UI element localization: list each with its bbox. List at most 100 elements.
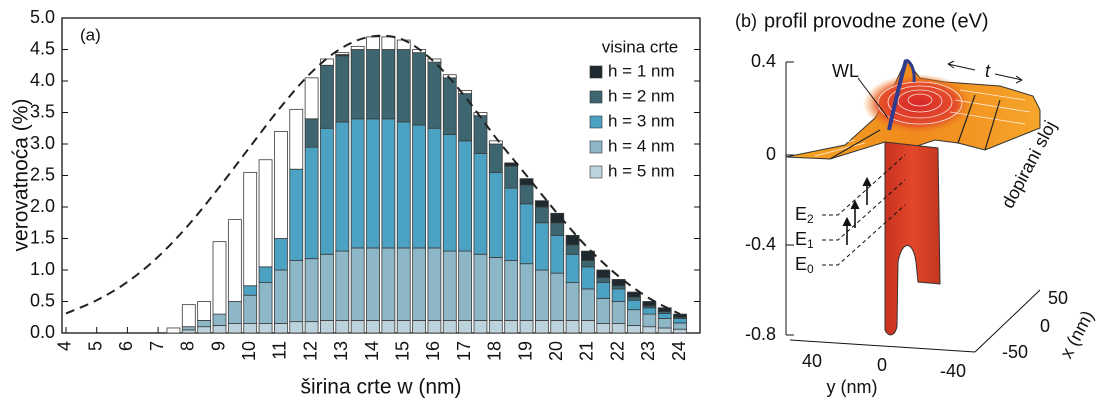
x-tick-label: 21 <box>577 341 597 361</box>
energy-level-label: E0 <box>795 254 814 276</box>
bar-segment <box>335 52 350 55</box>
bar-segment <box>396 121 411 249</box>
bar-segment <box>458 140 473 252</box>
bar-segment <box>581 260 595 268</box>
energy-index: 0 <box>807 262 814 276</box>
bar-segment <box>212 313 227 326</box>
bar-segment <box>442 77 457 135</box>
bar-segment <box>274 238 288 271</box>
bar-segment <box>258 159 273 268</box>
bar-segment <box>611 288 626 302</box>
panel-b: (b) profil provodne zone (eV) 0.4 0 -0.4… <box>735 10 1096 396</box>
bar-segment <box>673 322 687 330</box>
bar-segment <box>304 258 319 323</box>
y-tick-label: 0.0 <box>30 322 55 342</box>
t-arrow-head <box>947 60 1023 84</box>
legend-label: h = 1 nm <box>608 61 675 80</box>
surface-bump <box>863 74 973 134</box>
energy-index: 1 <box>807 237 814 251</box>
z-tick-label: 0.4 <box>751 51 776 71</box>
bar-segment <box>304 146 319 260</box>
bar-segment <box>289 260 304 323</box>
bar-segment <box>673 318 687 324</box>
bar-segment <box>550 272 565 321</box>
y-tick-label: 1.5 <box>30 227 55 247</box>
bar-segment <box>673 313 687 318</box>
bar-segment <box>366 118 380 249</box>
bar-segment <box>320 64 334 129</box>
bar-segment <box>274 130 288 239</box>
bar-segment <box>243 171 258 287</box>
y-tick-label: 2.0 <box>30 196 55 216</box>
y-tick-label: 40 <box>802 351 822 371</box>
bar-segment <box>596 323 611 334</box>
bar-segment <box>488 256 503 321</box>
x-tick-label: 9 <box>208 341 228 351</box>
bar-segment <box>166 327 181 334</box>
x-axis-label: x (nm) <box>1056 307 1096 361</box>
bar-segment <box>627 299 641 311</box>
x-tick-label: 6 <box>116 341 136 351</box>
bar-segment <box>396 319 411 334</box>
x-tick-label: 5 <box>85 341 105 351</box>
x-tick-label: 11 <box>270 341 290 360</box>
bar-segment <box>581 288 595 321</box>
bar-segment <box>350 49 365 120</box>
bar-segment <box>519 263 534 321</box>
wetting-layer <box>905 58 916 83</box>
bar-segment <box>473 112 488 117</box>
bar-segment <box>289 108 304 170</box>
bar-segment <box>274 323 288 334</box>
y-tick-label: 5.0 <box>30 7 55 27</box>
bar-segment <box>565 319 580 334</box>
legend-swatch <box>589 65 603 79</box>
bar-segment <box>427 319 442 334</box>
bar-segment <box>596 277 611 283</box>
bar-segment <box>642 301 657 307</box>
bar-segment <box>488 319 503 334</box>
bar-segment <box>350 45 365 50</box>
bar-segment <box>488 171 503 258</box>
bar-segment <box>381 36 396 50</box>
bar-segment <box>197 326 212 334</box>
y-axis-3d <box>789 339 976 353</box>
bar-segment <box>258 266 273 284</box>
bar-segment <box>427 247 442 321</box>
bar-segment <box>335 55 350 123</box>
bar-segment <box>627 325 641 334</box>
x-tick-label: 13 <box>331 341 351 361</box>
z-tick-label: 0 <box>766 144 776 164</box>
y-axis-title: verovatnoća (%) <box>10 99 33 252</box>
bar-segment <box>227 323 242 334</box>
bar-segment <box>412 247 426 321</box>
envelope-curve <box>65 34 681 315</box>
x-tick-label: 12 <box>300 341 320 361</box>
legend-swatch <box>589 140 603 154</box>
bar-segment <box>227 219 242 302</box>
y-axis-label: y (nm) <box>827 377 878 397</box>
bar-segment <box>212 241 227 315</box>
bar-segment <box>611 279 626 287</box>
bar-segment <box>212 325 227 334</box>
bar-segment <box>442 134 457 252</box>
bar-segment <box>565 253 580 284</box>
bar-segment <box>412 319 426 334</box>
bar-segment <box>565 234 580 246</box>
bar-segment <box>442 250 457 321</box>
bar-segment <box>320 319 334 334</box>
bar-segment <box>350 247 365 321</box>
bar-segment <box>657 313 672 319</box>
bar-segment <box>534 269 549 321</box>
bar-segment <box>350 319 365 334</box>
z-tick-label: -0.4 <box>745 234 776 254</box>
bar-segment <box>627 291 641 298</box>
x-axis-3d <box>974 289 1041 353</box>
x-tick-label: 18 <box>485 341 505 361</box>
bar-segment <box>642 313 657 328</box>
bar-segment <box>396 49 411 123</box>
t-arrow <box>947 63 1023 81</box>
bar-segment <box>534 222 549 271</box>
contours <box>804 81 1031 157</box>
x-tick-label: 14 <box>362 341 382 361</box>
bar-segment <box>673 328 687 334</box>
